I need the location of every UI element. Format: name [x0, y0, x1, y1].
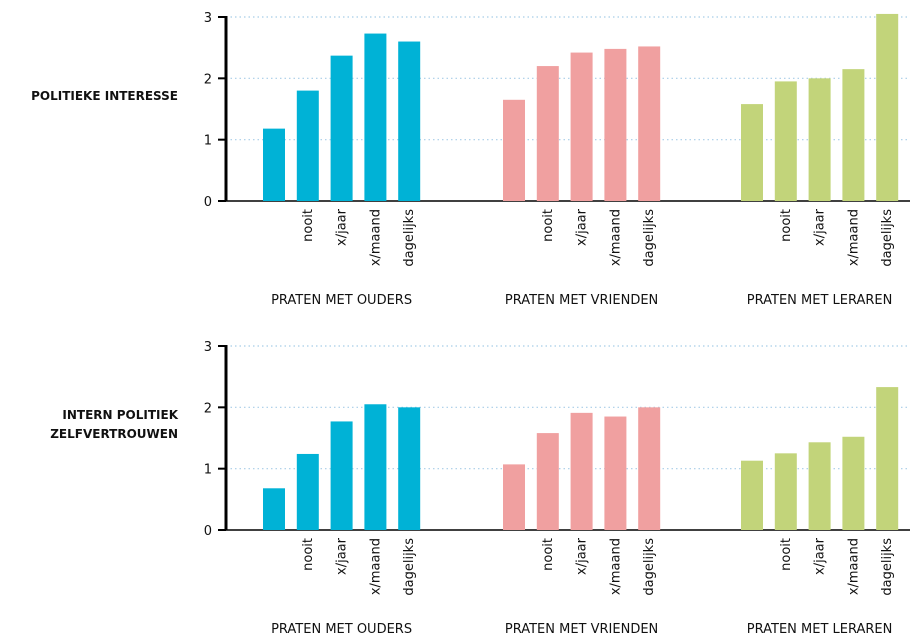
x-tick-label: nooit — [541, 538, 556, 571]
bar — [876, 13, 899, 201]
bar — [536, 433, 559, 530]
y-tick-label: 1 — [204, 134, 212, 149]
bar — [330, 55, 353, 201]
x-tick-label: x/maand — [368, 209, 383, 266]
group-label: PRATEN MET VRIENDEN — [505, 622, 658, 635]
bar — [398, 407, 421, 530]
bar — [638, 46, 661, 201]
bar — [570, 412, 593, 530]
x-tick-label: x/maand — [608, 538, 623, 595]
bar — [842, 436, 865, 530]
bar — [808, 442, 831, 530]
bar — [364, 33, 387, 202]
bar — [604, 416, 627, 530]
x-tick-label: dagelijks — [402, 209, 417, 267]
x-tick-label: x/jaar — [335, 208, 350, 246]
bar — [296, 453, 319, 530]
x-tick-label: dagelijks — [880, 209, 895, 267]
bar — [741, 104, 763, 201]
bar — [741, 460, 763, 530]
x-tick-label: dagelijks — [642, 209, 657, 267]
bar — [330, 421, 353, 530]
bar — [263, 128, 285, 201]
bar — [774, 81, 797, 201]
x-tick-label: x/jaar — [813, 537, 828, 575]
x-tick-label: nooit — [301, 538, 316, 571]
bar — [638, 407, 661, 530]
x-tick-label: nooit — [541, 209, 556, 242]
x-tick-label: dagelijks — [642, 538, 657, 596]
x-tick-label: nooit — [779, 209, 794, 242]
bar — [263, 488, 285, 530]
bar — [774, 453, 797, 530]
x-tick-label: x/jaar — [335, 537, 350, 575]
x-tick-label: x/maand — [846, 538, 861, 595]
bar — [842, 69, 865, 201]
bar — [503, 464, 525, 530]
y-tick-label: 0 — [204, 524, 212, 539]
x-tick-label: nooit — [779, 538, 794, 571]
y-tick-label: 3 — [204, 340, 212, 355]
x-tick-label: dagelijks — [402, 538, 417, 596]
group-label: PRATEN MET LERAREN — [747, 293, 893, 308]
y-tick-label: 1 — [204, 463, 212, 478]
bar — [503, 99, 525, 201]
x-tick-label: dagelijks — [880, 538, 895, 596]
y-tick-label: 3 — [204, 11, 212, 26]
bar — [536, 66, 559, 201]
y-tick-label: 0 — [204, 195, 212, 210]
bar — [808, 78, 831, 201]
row-title: POLITIEKE INTERESSE — [31, 88, 178, 103]
y-tick-label: 2 — [204, 401, 212, 416]
x-tick-label: x/maand — [846, 209, 861, 266]
y-tick-label: 2 — [204, 72, 212, 87]
group-label: PRATEN MET LERAREN — [747, 622, 893, 635]
x-tick-label: x/maand — [368, 538, 383, 595]
x-tick-label: nooit — [301, 209, 316, 242]
bar — [876, 387, 899, 530]
bar — [364, 404, 387, 530]
row-title: INTERN POLITIEK ZELFVERTROUWEN — [50, 408, 178, 441]
bar — [604, 48, 627, 201]
group-label: PRATEN MET OUDERS — [271, 293, 412, 308]
bar — [296, 90, 319, 201]
x-tick-label: x/maand — [608, 209, 623, 266]
x-tick-label: x/jaar — [575, 537, 590, 575]
bar — [570, 52, 593, 201]
x-tick-label: x/jaar — [813, 208, 828, 246]
x-tick-label: x/jaar — [575, 208, 590, 246]
bar — [398, 41, 421, 202]
group-label: PRATEN MET VRIENDEN — [505, 293, 658, 308]
group-label: PRATEN MET OUDERS — [271, 622, 412, 635]
